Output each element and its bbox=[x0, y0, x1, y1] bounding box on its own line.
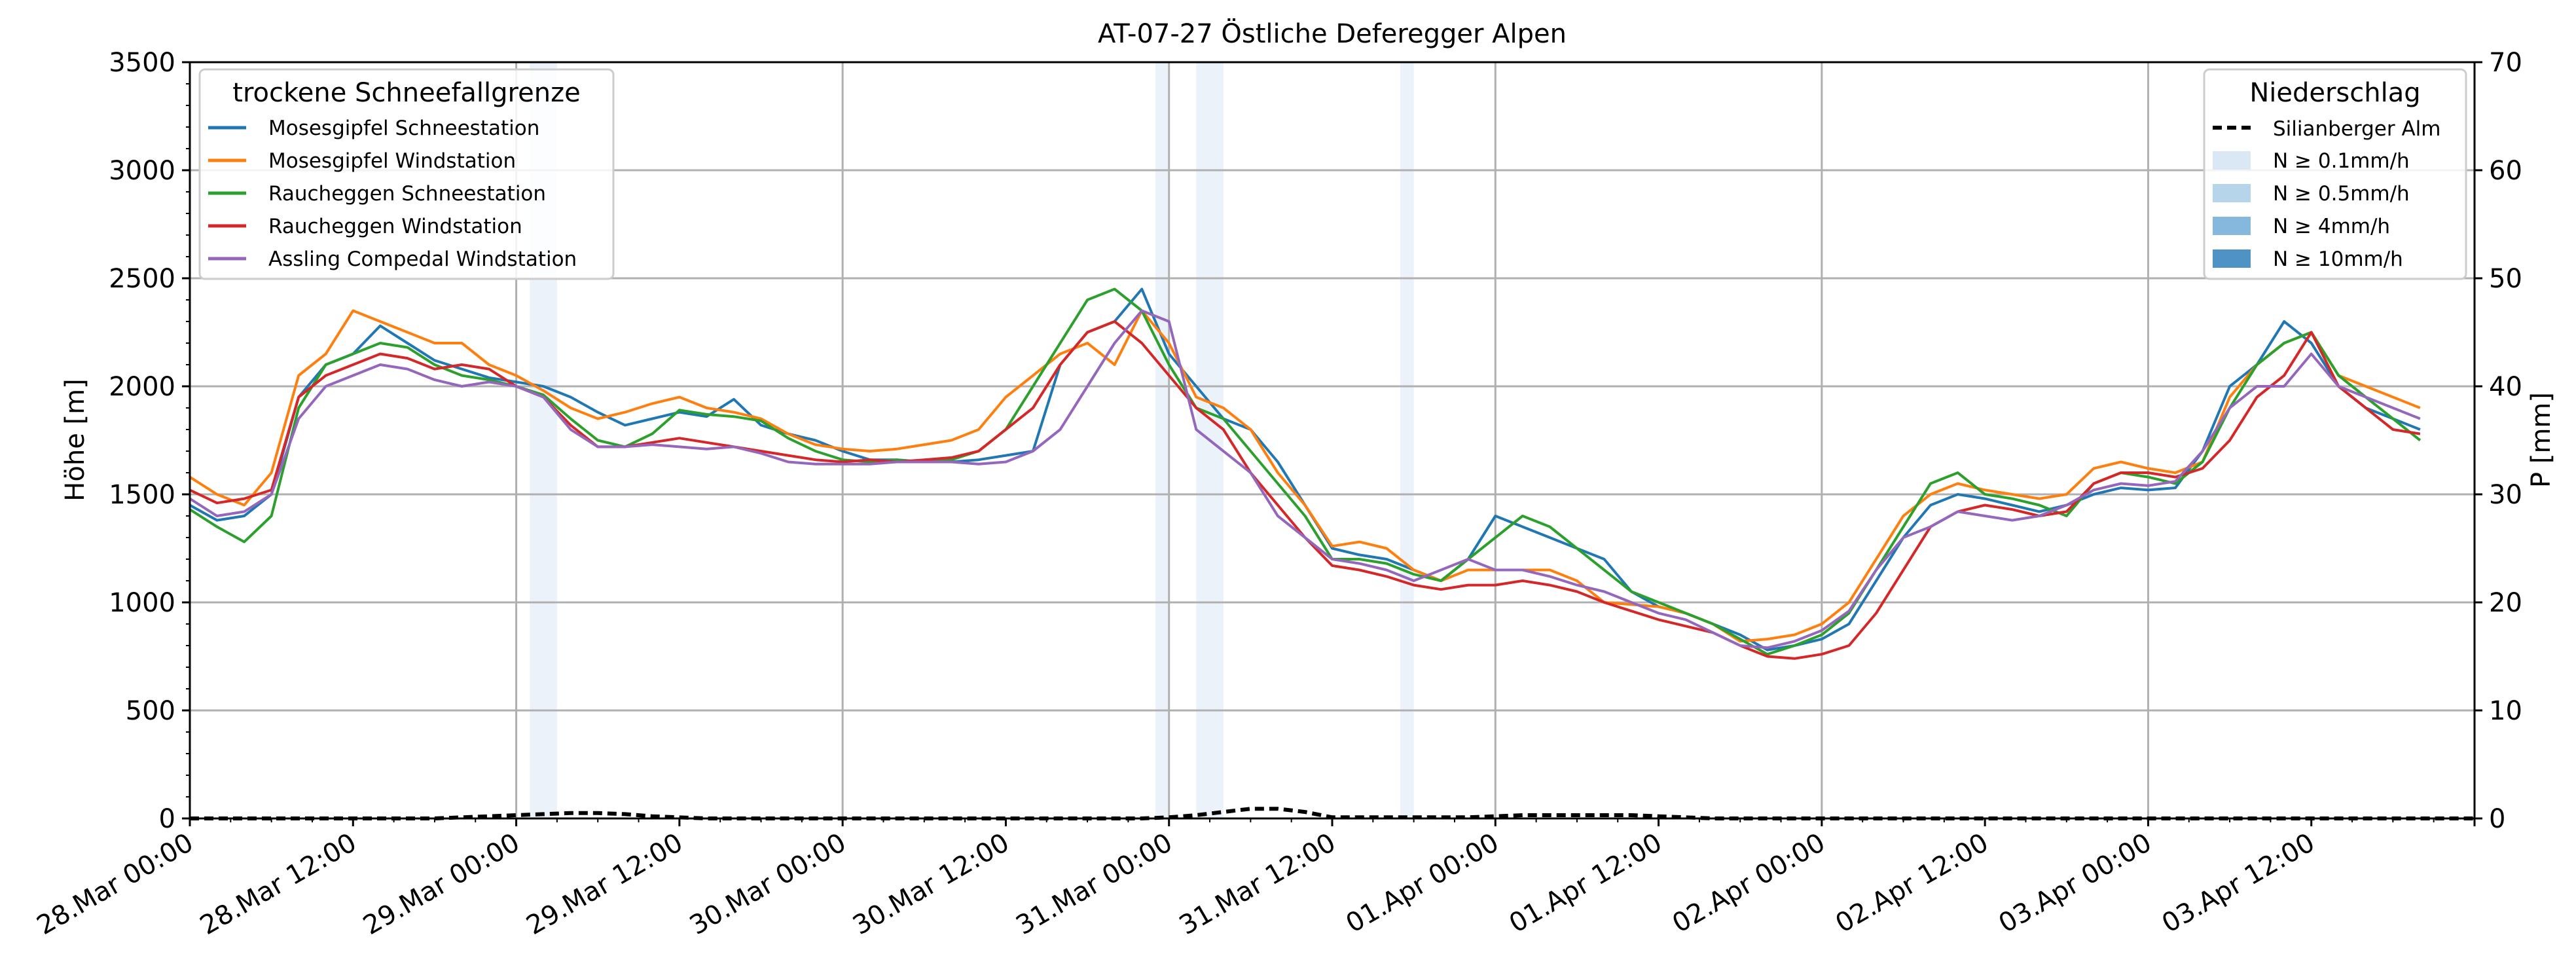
y-tick-label: 2000 bbox=[109, 372, 175, 402]
legend-left: trockene Schneefallgrenze Mosesgipfel Sc… bbox=[198, 68, 615, 280]
precip-band bbox=[1155, 62, 1169, 818]
y2-tick-label: 20 bbox=[2489, 588, 2522, 618]
y2-tick-label: 30 bbox=[2489, 480, 2522, 510]
y-tick-label: 3500 bbox=[109, 48, 175, 78]
y2-tick-label: 50 bbox=[2489, 264, 2522, 294]
series-lines bbox=[189, 287, 2422, 660]
precip-line bbox=[190, 807, 2475, 820]
y2-axis-label: P [mm] bbox=[2526, 392, 2556, 488]
precip-series-line bbox=[190, 807, 2475, 820]
legend-band-swatch bbox=[2213, 151, 2251, 170]
legend-right-frame bbox=[2203, 68, 2467, 280]
y2-tick-label: 70 bbox=[2489, 48, 2522, 78]
y-tick-label: 0 bbox=[159, 804, 175, 834]
legend-band-swatch bbox=[2213, 249, 2251, 268]
legend-precip-label: Silianberger Alm bbox=[2273, 117, 2440, 141]
legend-band-label: N ≥ 0.5mm/h bbox=[2273, 182, 2410, 206]
legend-right-title: Niederschlag bbox=[2249, 78, 2420, 108]
legend-label: Raucheggen Windstation bbox=[268, 215, 522, 238]
y-tick-label: 1000 bbox=[109, 588, 175, 618]
y-axis-label: Höhe [m] bbox=[60, 378, 90, 501]
series-line bbox=[189, 309, 2421, 643]
legend-band-swatch bbox=[2213, 184, 2251, 202]
y-tick-label: 1500 bbox=[109, 480, 175, 510]
series-line bbox=[189, 287, 2422, 656]
chart-title: AT-07-27 Östliche Deferegger Alpen bbox=[1098, 18, 1567, 49]
legend-label: Raucheggen Schneestation bbox=[268, 182, 546, 206]
legend-band-label: N ≥ 0.1mm/h bbox=[2273, 149, 2410, 173]
y-tick-label: 3000 bbox=[109, 156, 175, 186]
legend-band-swatch bbox=[2213, 217, 2251, 235]
legend-label: Assling Compedal Windstation bbox=[268, 247, 577, 271]
y-tick-label: 500 bbox=[126, 696, 175, 726]
legend-band-label: N ≥ 10mm/h bbox=[2273, 247, 2403, 271]
legend-left-frame bbox=[198, 68, 615, 280]
legend-label: Mosesgipfel Schneestation bbox=[268, 117, 539, 140]
y2-tick-label: 0 bbox=[2489, 804, 2505, 834]
y2-tick-label: 60 bbox=[2489, 156, 2522, 186]
y-tick-label: 2500 bbox=[109, 264, 175, 294]
y2-tick-label: 40 bbox=[2489, 372, 2522, 402]
y2-tick-label: 10 bbox=[2489, 696, 2522, 726]
legend-band-label: N ≥ 4mm/h bbox=[2273, 215, 2390, 238]
precip-band bbox=[1400, 62, 1414, 818]
legend-left-title: trockene Schneefallgrenze bbox=[232, 78, 580, 108]
legend-right-items: N ≥ 0.1mm/h N ≥ 0.5mm/h N ≥ 4mm/h N ≥ 10mm/… bbox=[2213, 149, 2410, 271]
legend-left-items: Mosesgipfel Schneestation Mosesgipfel Win… bbox=[208, 117, 577, 271]
series-line bbox=[189, 309, 2421, 650]
legend-right: Niederschlag Silianberger Alm N ≥ 0.1mm/… bbox=[2203, 68, 2467, 280]
legend-label: Mosesgipfel Windstation bbox=[268, 149, 516, 173]
